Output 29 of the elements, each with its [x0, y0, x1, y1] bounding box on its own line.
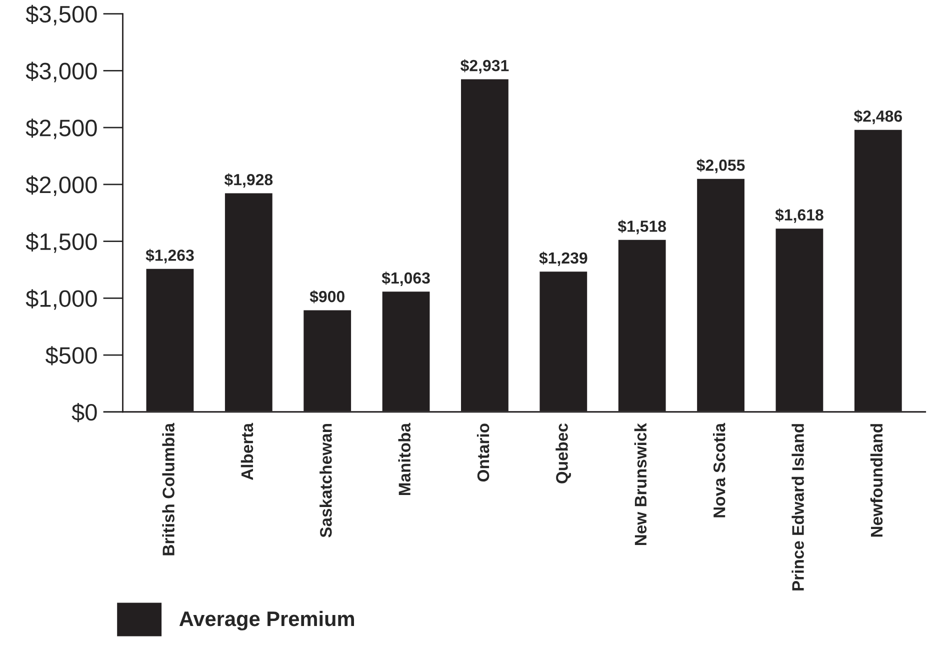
- text: $1,063: [382, 272, 430, 286]
- x-tick-label: British Columbia: [162, 422, 174, 556]
- x-tick-label: Prince Edward Island: [792, 424, 804, 590]
- text: $1,518: [618, 220, 666, 234]
- x-tick-label: Ontario: [476, 424, 490, 482]
- x-tick-label: Newfoundland: [870, 424, 883, 537]
- y-tick-label: $0: [72, 402, 97, 422]
- x-tick-label: Saskatchewan: [320, 424, 332, 538]
- text: $1,618: [775, 208, 824, 223]
- y-tick-label: $2,000: [26, 176, 97, 196]
- y-tick-label: $3,500: [26, 4, 97, 26]
- text: $2,931: [460, 59, 509, 74]
- x-tick-label: New Brunswick: [634, 422, 647, 546]
- legend-label: Average Premium: [179, 610, 354, 630]
- text: $1,263: [146, 248, 194, 264]
- x-tick-label: Quebec: [556, 423, 571, 484]
- y-tick-label: $500: [45, 346, 97, 366]
- y-tick-label: $3,000: [26, 62, 97, 82]
- x-tick-label: Manitoba: [398, 422, 410, 496]
- x-tick-label: Alberta: [240, 422, 254, 480]
- text: $900: [310, 290, 344, 304]
- text: $2,486: [854, 110, 902, 124]
- text: $1,928: [224, 173, 273, 188]
- x-tick-label: Nova Scotia: [713, 422, 726, 518]
- text: $2,055: [696, 158, 745, 174]
- y-tick-label: $1,000: [26, 289, 97, 310]
- y-tick-label: $2,500: [26, 118, 97, 140]
- y-tick-label: $1,500: [26, 232, 97, 253]
- text: $1,239: [539, 252, 588, 266]
